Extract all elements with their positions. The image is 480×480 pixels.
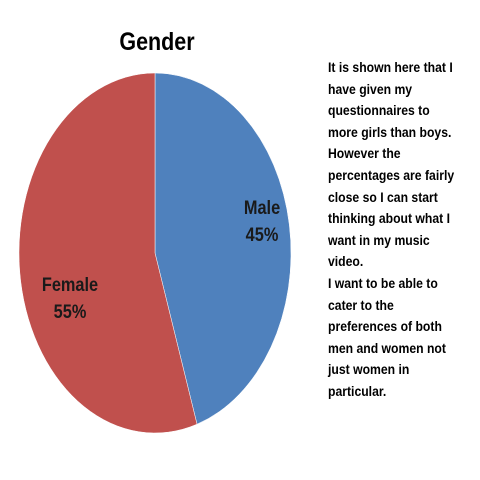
commentary-line: It is shown here that I [328, 60, 453, 76]
pie-slice-male [154, 72, 292, 425]
slice-label-female-value: 55% [53, 302, 87, 323]
commentary-line: thinking about what I [328, 211, 451, 228]
commentary-line: video. [328, 254, 364, 271]
commentary-line: I want to be able to [328, 275, 438, 292]
chart-title: Gender [119, 28, 195, 56]
commentary-line: men and women not [328, 340, 446, 357]
commentary-line: more girls than boys. [328, 124, 452, 141]
commentary-line: just women in [328, 362, 410, 379]
slice-label-male-value: 45% [245, 225, 279, 246]
commentary-line: particular. [328, 383, 387, 400]
pie-slice-female [18, 72, 198, 434]
commentary-line: close so I can start [328, 189, 438, 206]
commentary-line: questionnaires to [328, 103, 430, 120]
commentary-line: percentages are fairly [328, 167, 455, 184]
commentary-line: want in my music [328, 232, 430, 249]
commentary-line: have given my [328, 81, 413, 98]
commentary-line: However the [328, 146, 401, 163]
commentary-text: It is shown here that I have given my qu… [328, 58, 466, 404]
commentary-line: preferences of both [328, 319, 442, 336]
slice-label-female: Female 55% [27, 272, 113, 326]
slice-label-male-name: Male [243, 198, 281, 219]
slice-label-male: Male 45% [228, 195, 297, 249]
commentary-line: cater to the [328, 297, 394, 314]
slice-label-female-name: Female [41, 275, 99, 296]
